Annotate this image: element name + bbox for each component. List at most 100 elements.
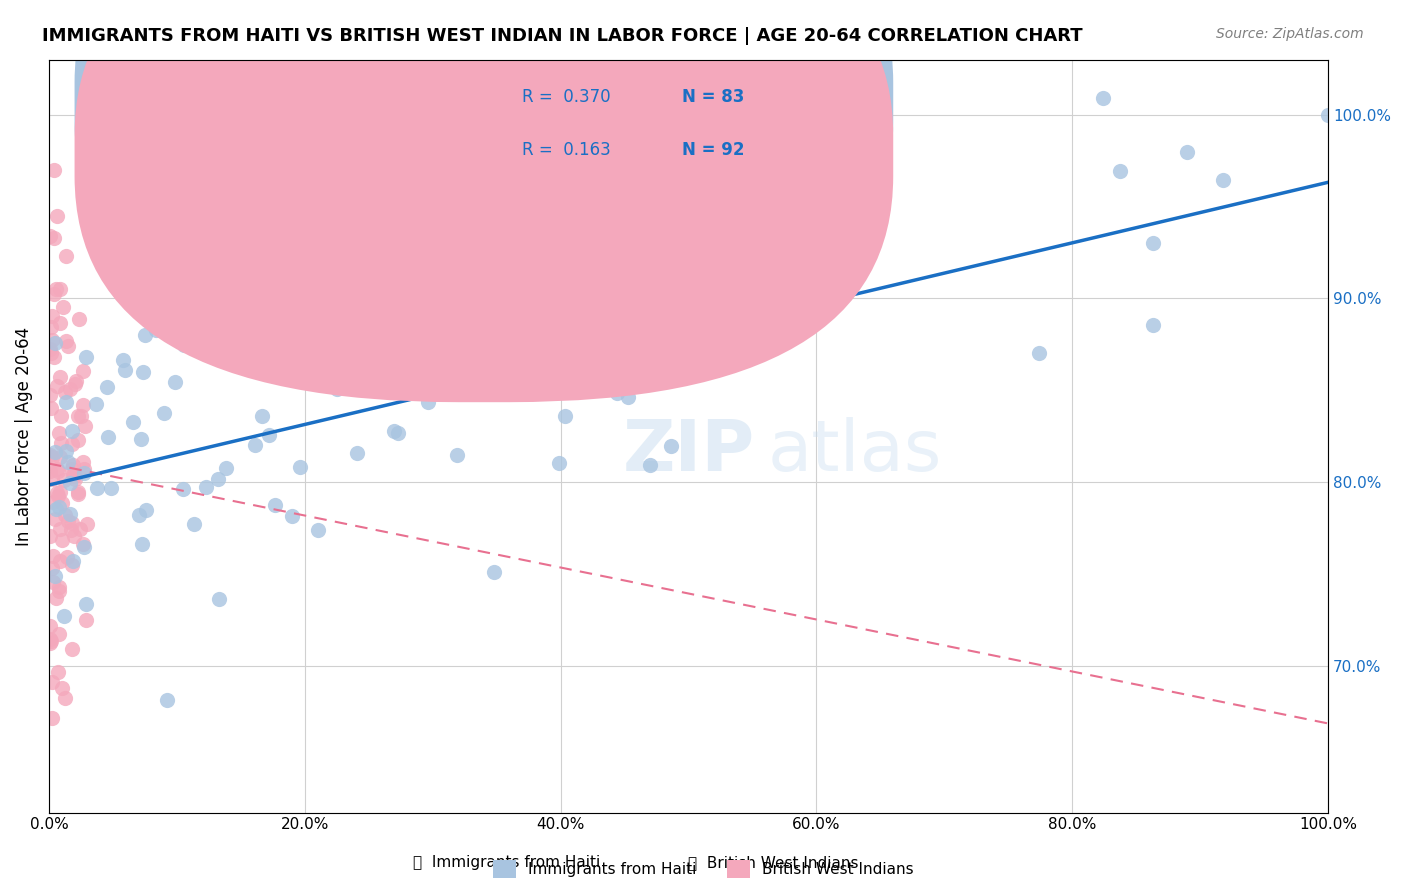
FancyBboxPatch shape — [433, 70, 842, 206]
Point — [60, 558, 83, 572]
Point — [132, 365, 155, 379]
Point — [44, 511, 66, 525]
Point — [446, 448, 468, 462]
Point — [111, 352, 134, 367]
Point — [579, 288, 602, 302]
Point — [208, 591, 231, 606]
Point — [49, 282, 72, 296]
Point — [39, 634, 62, 648]
Point — [42, 162, 65, 177]
Point — [1142, 318, 1164, 332]
Legend: Immigrants from Haiti, British West Indians: Immigrants from Haiti, British West Indi… — [486, 854, 920, 884]
Point — [48, 584, 70, 599]
Point — [41, 472, 63, 486]
Point — [66, 487, 89, 501]
Text: atlas: atlas — [768, 417, 942, 485]
Point — [59, 382, 82, 396]
Point — [46, 665, 69, 679]
Point — [46, 378, 69, 392]
Y-axis label: In Labor Force | Age 20-64: In Labor Force | Age 20-64 — [15, 326, 32, 546]
Point — [382, 424, 405, 438]
FancyBboxPatch shape — [75, 0, 893, 402]
Point — [70, 409, 93, 424]
Point — [564, 235, 586, 249]
Text: N = 83: N = 83 — [682, 88, 745, 106]
Point — [53, 691, 76, 706]
Point — [42, 549, 65, 563]
Point — [48, 523, 70, 537]
Point — [84, 397, 107, 411]
Point — [1142, 236, 1164, 251]
Point — [46, 486, 69, 500]
Point — [48, 425, 70, 440]
Point — [114, 363, 136, 377]
Point — [48, 627, 70, 641]
Point — [59, 476, 82, 491]
Point — [53, 508, 76, 522]
Point — [387, 426, 409, 441]
Text: ⬜  Immigrants from Haiti: ⬜ Immigrants from Haiti — [412, 855, 600, 870]
Point — [42, 575, 65, 590]
Point — [263, 498, 285, 512]
Point — [45, 502, 67, 516]
Point — [617, 390, 640, 404]
Point — [73, 466, 96, 480]
Point — [49, 436, 72, 450]
Point — [48, 316, 70, 330]
Point — [39, 632, 62, 647]
Point — [128, 508, 150, 523]
Point — [659, 440, 682, 454]
Point — [135, 503, 157, 517]
Point — [45, 209, 67, 223]
Point — [53, 474, 76, 488]
Point — [75, 613, 97, 627]
Point — [75, 418, 97, 433]
Point — [41, 675, 63, 690]
Point — [63, 468, 86, 483]
Point — [396, 367, 419, 381]
Point — [55, 394, 77, 409]
Point — [58, 515, 80, 529]
Point — [73, 461, 96, 475]
Point — [44, 336, 66, 351]
Point — [66, 484, 89, 499]
Point — [75, 597, 97, 611]
Point — [1175, 145, 1198, 160]
Point — [73, 540, 96, 554]
Text: Source: ZipAtlas.com: Source: ZipAtlas.com — [1216, 27, 1364, 41]
Text: R =  0.163: R = 0.163 — [522, 141, 612, 159]
Point — [60, 523, 83, 537]
Point — [172, 483, 194, 497]
Point — [42, 494, 65, 508]
Point — [39, 401, 62, 415]
Point — [49, 409, 72, 424]
Point — [145, 323, 167, 337]
Point — [67, 311, 90, 326]
Point — [1317, 108, 1340, 122]
Point — [53, 609, 76, 624]
Point — [65, 374, 87, 388]
Point — [45, 591, 67, 606]
Point — [221, 126, 243, 140]
Point — [51, 495, 73, 509]
Point — [48, 464, 70, 478]
Point — [163, 375, 186, 389]
Point — [153, 406, 176, 420]
Point — [60, 462, 83, 476]
Point — [72, 537, 94, 551]
Point — [66, 409, 89, 423]
Point — [606, 386, 628, 401]
Point — [55, 249, 77, 263]
Point — [39, 229, 62, 244]
Point — [60, 516, 83, 530]
Point — [53, 385, 76, 400]
Point — [121, 415, 143, 429]
Point — [1028, 345, 1050, 359]
Point — [207, 472, 229, 486]
Point — [39, 636, 62, 650]
Point — [134, 328, 156, 343]
Point — [39, 529, 62, 543]
Point — [41, 450, 63, 464]
Point — [39, 464, 62, 478]
Point — [49, 484, 72, 499]
